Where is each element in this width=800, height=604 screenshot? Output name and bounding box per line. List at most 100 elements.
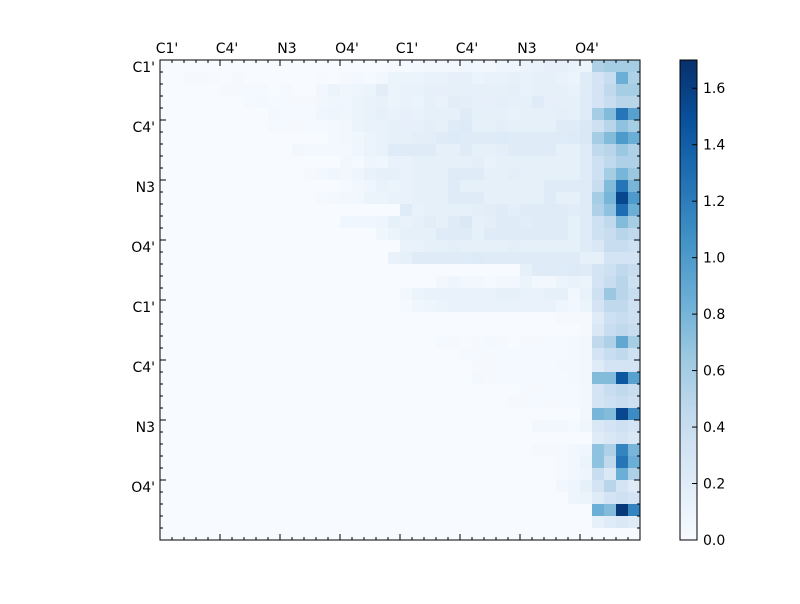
heatmap-cell — [508, 480, 521, 493]
heatmap-cell — [256, 528, 269, 541]
heatmap-cell — [472, 408, 485, 421]
heatmap-cell — [556, 60, 569, 73]
heatmap-cell — [568, 156, 581, 169]
heatmap-cell — [460, 468, 473, 481]
x-tick-label: C1' — [396, 41, 419, 57]
heatmap-cell — [220, 252, 233, 265]
heatmap-cell — [400, 360, 413, 373]
heatmap-cell — [568, 336, 581, 349]
heatmap-cell — [532, 276, 545, 289]
heatmap-cell — [232, 120, 245, 133]
heatmap-cell — [580, 204, 593, 217]
heatmap-cell — [316, 180, 329, 193]
heatmap-cell — [472, 468, 485, 481]
heatmap-cell — [196, 468, 209, 481]
heatmap-cell — [592, 252, 605, 265]
heatmap-cell — [448, 60, 461, 73]
heatmap-cell — [496, 324, 509, 337]
heatmap-cell — [232, 504, 245, 517]
heatmap-cell — [484, 204, 497, 217]
heatmap-cell — [604, 492, 617, 505]
heatmap-cell — [184, 432, 197, 445]
heatmap-cell — [232, 84, 245, 97]
heatmap-cell — [292, 324, 305, 337]
heatmap-cell — [628, 156, 641, 169]
heatmap-cell — [316, 132, 329, 145]
heatmap-cell — [316, 60, 329, 73]
heatmap-cell — [340, 180, 353, 193]
heatmap-cell — [520, 96, 533, 109]
heatmap-cell — [220, 216, 233, 229]
heatmap-cell — [340, 264, 353, 277]
heatmap-cell — [400, 336, 413, 349]
heatmap-cell — [436, 264, 449, 277]
heatmap-cell — [616, 348, 629, 361]
heatmap-cell — [304, 288, 317, 301]
heatmap-cell — [304, 336, 317, 349]
heatmap-cell — [484, 348, 497, 361]
heatmap-cell — [616, 420, 629, 433]
heatmap-cell — [160, 372, 173, 385]
heatmap-cell — [220, 492, 233, 505]
heatmap-cell — [232, 204, 245, 217]
heatmap-cell — [460, 180, 473, 193]
heatmap-cell — [160, 156, 173, 169]
heatmap-cell — [328, 132, 341, 145]
heatmap-cell — [340, 504, 353, 517]
heatmap-cell — [316, 408, 329, 421]
heatmap-cell — [160, 168, 173, 181]
heatmap-cell — [532, 120, 545, 133]
heatmap-cell — [484, 432, 497, 445]
heatmap-cell — [580, 72, 593, 85]
heatmap-cell — [508, 156, 521, 169]
heatmap-cell — [292, 276, 305, 289]
heatmap-cell — [592, 168, 605, 181]
heatmap-cell — [484, 300, 497, 313]
heatmap-cell — [628, 396, 641, 409]
heatmap-cell — [544, 504, 557, 517]
heatmap-cell — [628, 120, 641, 133]
heatmap-cell — [508, 276, 521, 289]
heatmap-cell — [364, 384, 377, 397]
heatmap-cell — [256, 456, 269, 469]
heatmap-cell — [220, 336, 233, 349]
heatmap-cell — [580, 432, 593, 445]
heatmap-cell — [616, 144, 629, 157]
heatmap-cell — [448, 312, 461, 325]
heatmap-cell — [292, 444, 305, 457]
heatmap-cell — [628, 420, 641, 433]
heatmap-cell — [520, 444, 533, 457]
heatmap-cell — [328, 288, 341, 301]
heatmap-cell — [412, 120, 425, 133]
heatmap-cell — [304, 240, 317, 253]
heatmap-cell — [532, 360, 545, 373]
heatmap-cell — [244, 276, 257, 289]
heatmap-cell — [364, 444, 377, 457]
heatmap-cell — [568, 132, 581, 145]
heatmap-cell — [604, 288, 617, 301]
heatmap-cell — [532, 72, 545, 85]
heatmap-cell — [496, 360, 509, 373]
heatmap-cell — [400, 504, 413, 517]
heatmap-cell — [280, 432, 293, 445]
heatmap-cell — [160, 228, 173, 241]
heatmap-cell — [304, 528, 317, 541]
heatmap-cell — [484, 396, 497, 409]
heatmap-cell — [520, 372, 533, 385]
heatmap-cell — [436, 444, 449, 457]
heatmap-cell — [316, 516, 329, 529]
heatmap-cell — [532, 168, 545, 181]
heatmap-cell — [628, 108, 641, 121]
heatmap-cell — [304, 144, 317, 157]
heatmap-cell — [268, 324, 281, 337]
heatmap-cell — [604, 300, 617, 313]
heatmap-cell — [388, 216, 401, 229]
heatmap-cell — [316, 504, 329, 517]
heatmap-cell — [520, 396, 533, 409]
heatmap-cell — [340, 228, 353, 241]
heatmap-cell — [340, 72, 353, 85]
heatmap-cell — [376, 276, 389, 289]
heatmap-cell — [520, 156, 533, 169]
heatmap-cell — [412, 528, 425, 541]
heatmap-cell — [532, 372, 545, 385]
